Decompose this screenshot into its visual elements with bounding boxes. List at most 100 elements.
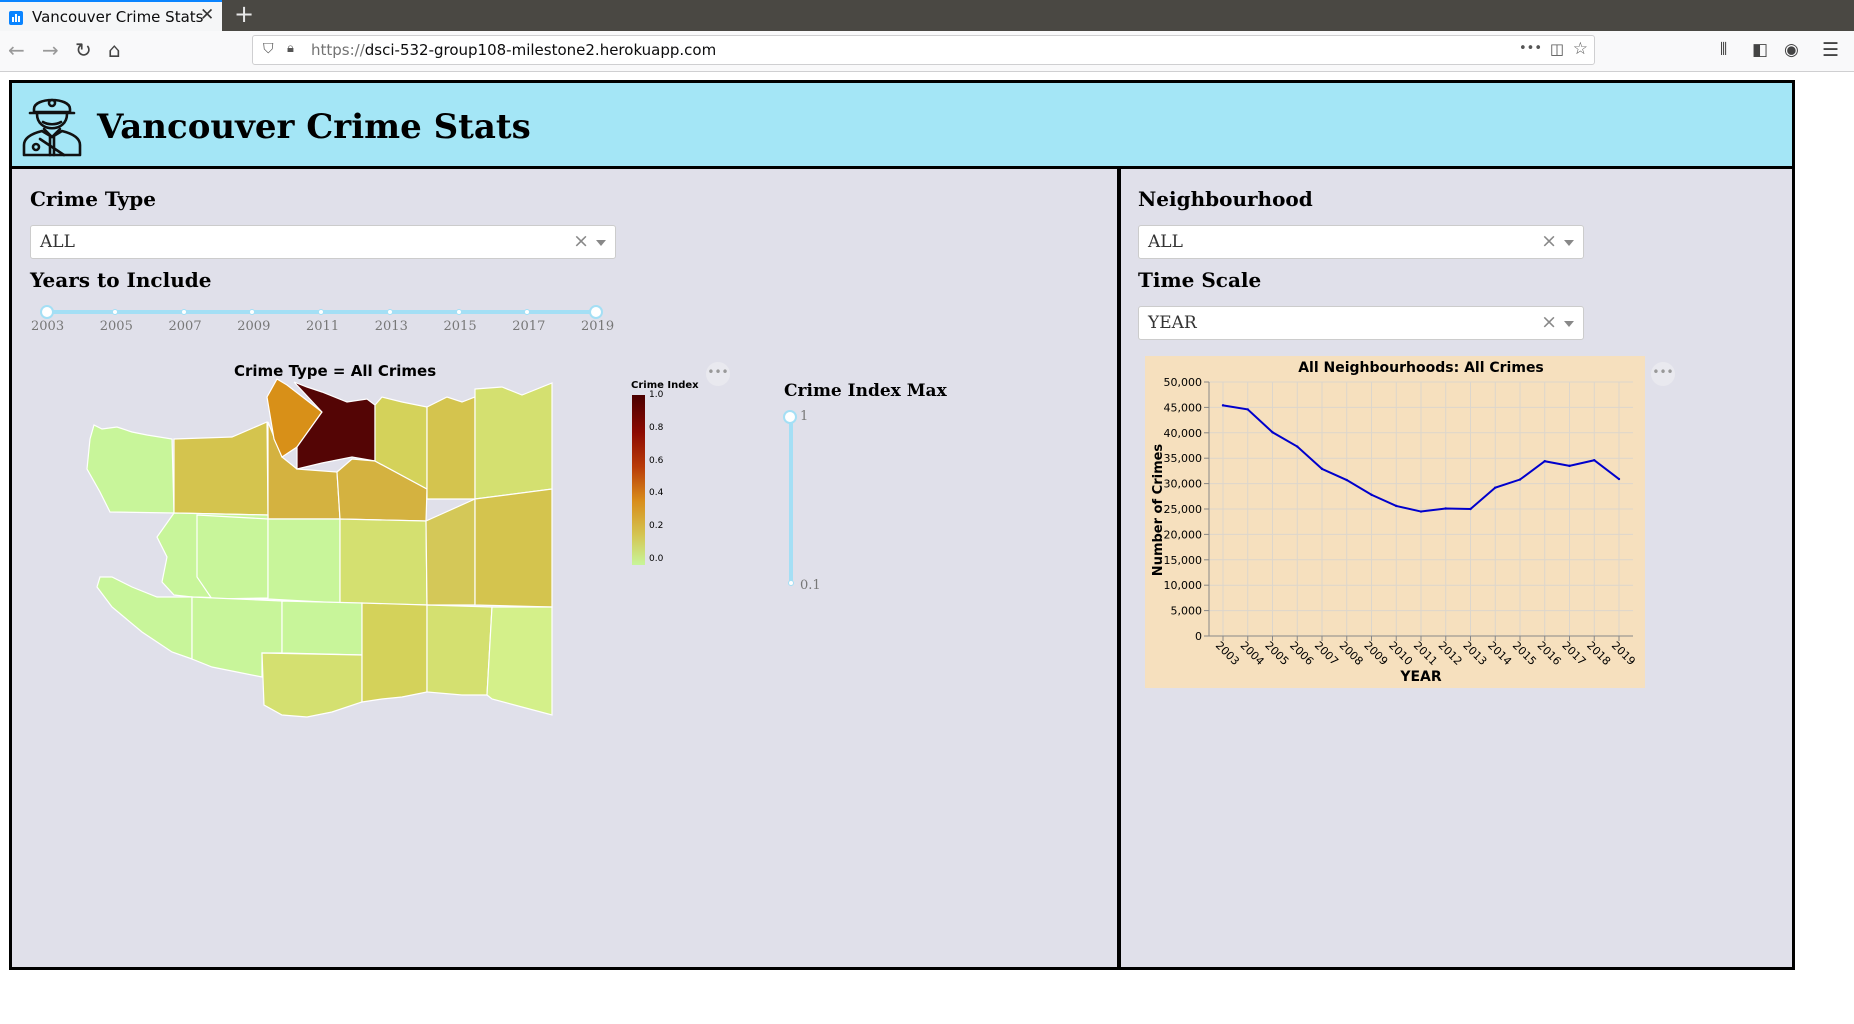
neighbourhood-label: Neighbourhood (1138, 187, 1313, 211)
map-region (474, 382, 553, 500)
slider-mark (249, 309, 256, 315)
shield-icon[interactable]: ⛉ (263, 41, 274, 57)
crime-type-value: ALL (40, 232, 75, 252)
pocket-icon[interactable]: ◫ (1549, 40, 1564, 58)
map-region (281, 600, 363, 656)
y-tick-label: 30,000 (1164, 478, 1203, 491)
bookmark-star-icon[interactable]: ☆ (1572, 39, 1588, 59)
neighbourhood-value: ALL (1148, 232, 1183, 252)
index-max-handle[interactable] (783, 410, 797, 424)
data-point (1617, 477, 1621, 481)
close-tab-icon[interactable]: ✕ (200, 5, 215, 25)
map-region (293, 381, 376, 470)
police-officer-icon (22, 98, 82, 157)
lock-icon[interactable]: 🔒︎ (287, 41, 294, 56)
data-point (1444, 507, 1447, 510)
data-point (1345, 478, 1348, 482)
slider-min-dot (788, 580, 794, 586)
sidebar-icon[interactable]: ◧ (1752, 40, 1769, 60)
address-bar[interactable]: ⛉ 🔒︎ https://dsci-532-group108-milestone… (252, 35, 1595, 65)
slider-track (789, 417, 793, 583)
time-scale-label: Time Scale (1138, 268, 1262, 292)
data-point (1246, 408, 1249, 411)
crimes-line-chart: All Neighbourhoods: All Crimes 0 5,000 10,… (1145, 356, 1645, 688)
menu-icon[interactable]: ☰ (1822, 39, 1840, 61)
map-region (261, 652, 363, 718)
crime-type-dropdown[interactable]: ALL × (30, 225, 616, 259)
page-title: Vancouver Crime Stats (97, 107, 531, 147)
year-tick-label: 2011 (306, 319, 340, 334)
legend-tick-label: 1.0 (649, 390, 664, 400)
browser-tab[interactable]: Vancouver Crime Stats ✕ (0, 0, 222, 31)
dashboard: Vancouver Crime Stats Crime Type ALL × Y… (9, 80, 1795, 970)
y-tick-label: 40,000 (1164, 427, 1203, 440)
library-icon[interactable]: ⫴ (1720, 40, 1728, 60)
home-icon[interactable]: ⌂ (108, 38, 121, 62)
legend-tick-label: 0.6 (649, 455, 664, 466)
legend-title: Crime Index (631, 380, 699, 391)
page-actions-icon[interactable]: ••• (1518, 41, 1542, 56)
chart-favicon-icon (9, 11, 23, 25)
data-point (1395, 504, 1398, 508)
slider-mark (180, 309, 187, 315)
forward-arrow-icon[interactable]: → (42, 38, 59, 62)
clear-icon[interactable]: × (1541, 230, 1557, 252)
neighbourhood-map (86, 378, 553, 718)
time-scale-dropdown[interactable]: YEAR × (1138, 306, 1584, 340)
slider-mark (455, 309, 462, 315)
data-point (1221, 404, 1225, 407)
legend-tick-label: 0.4 (649, 488, 664, 499)
clear-icon[interactable]: × (573, 230, 589, 252)
map-region (486, 606, 553, 716)
year-start-handle[interactable] (40, 305, 54, 319)
url-text: https://dsci-532-group108-milestone2.her… (311, 41, 717, 59)
map-region (267, 518, 341, 604)
neighbourhood-dropdown[interactable]: ALL × (1138, 225, 1584, 259)
y-tick-label: 15,000 (1164, 554, 1203, 567)
account-icon[interactable]: ◉ (1784, 40, 1799, 60)
data-point (1296, 445, 1299, 448)
clear-icon[interactable]: × (1541, 311, 1557, 333)
slider-mark (386, 309, 393, 315)
chart-actions-button[interactable]: ••• (1651, 362, 1675, 386)
y-axis-label: Number of Crimes (1151, 444, 1166, 577)
data-point (1593, 459, 1596, 462)
browser-toolbar: ← → ↻ ⌂ ⛉ 🔒︎ https://dsci-532-group108-m… (0, 31, 1854, 72)
data-point (1271, 431, 1274, 434)
x-axis-label: YEAR (1399, 669, 1442, 685)
map-region (196, 514, 269, 600)
data-point (1568, 464, 1571, 468)
new-tab-button[interactable]: + (234, 0, 255, 28)
tab-title: Vancouver Crime Stats (32, 8, 204, 26)
year-tick-label: 2005 (99, 319, 133, 334)
chevron-down-icon[interactable] (1564, 240, 1574, 246)
chart-actions-button[interactable]: ••• (706, 362, 730, 386)
y-tick-label: 45,000 (1164, 401, 1203, 414)
index-max-top-label: 1 (800, 409, 809, 424)
map-region (474, 488, 553, 608)
data-point (1419, 510, 1423, 513)
reload-icon[interactable]: ↻ (75, 38, 92, 62)
map-region (425, 498, 476, 606)
year-tick-label: 2019 (581, 319, 615, 334)
legend-color-bar (632, 395, 645, 565)
chevron-down-icon[interactable] (596, 240, 606, 246)
year-tick-label: 2013 (374, 319, 408, 334)
map-title: Crime Type = All Crimes (234, 362, 437, 380)
years-label: Years to Include (30, 268, 212, 292)
data-point (1543, 460, 1546, 463)
year-tick-label: 2017 (512, 319, 546, 334)
year-tick-label: 2009 (237, 319, 271, 334)
chevron-down-icon[interactable] (1564, 321, 1574, 327)
back-arrow-icon[interactable]: ← (8, 38, 25, 62)
data-point (1469, 507, 1472, 511)
slider-mark (318, 309, 324, 315)
y-tick-label: 35,000 (1164, 452, 1203, 465)
map-region (426, 604, 493, 696)
index-max-bottom-label: 0.1 (800, 578, 821, 593)
data-point (1494, 486, 1497, 489)
chart-title: All Neighbourhoods: All Crimes (1298, 360, 1544, 376)
left-panel: Crime Type ALL × Years to Include 2003 20… (12, 169, 1121, 967)
legend-tick-label: 0.8 (649, 422, 664, 433)
year-end-handle[interactable] (589, 305, 603, 319)
